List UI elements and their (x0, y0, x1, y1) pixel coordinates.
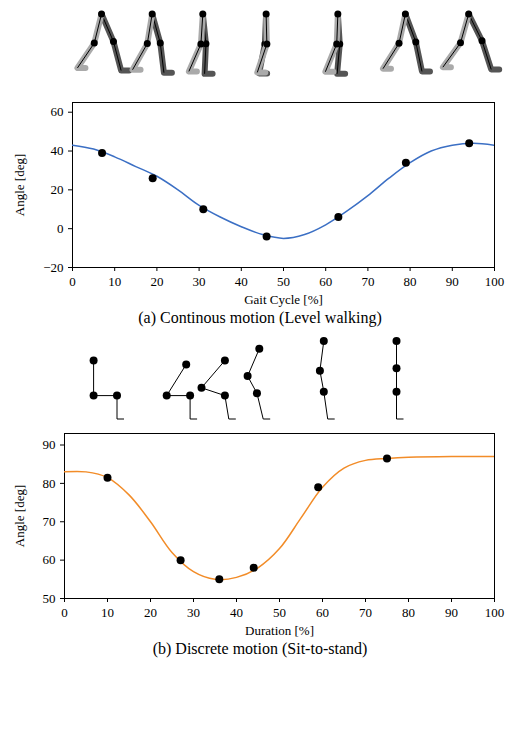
svg-text:60: 60 (51, 104, 64, 119)
svg-text:30: 30 (187, 605, 200, 620)
html-text:(b) Discrete motion (Sit-to-st: (b) Discrete motion (Sit-to-stand) (152, 640, 368, 657)
svg-text:Angle [deg]: Angle [deg] (12, 485, 27, 547)
svg-text:90: 90 (446, 274, 459, 289)
svg-text:Gait Cycle [%]: Gait Cycle [%] (244, 292, 323, 307)
svg-text:50: 50 (43, 591, 56, 606)
svg-text:40: 40 (235, 274, 248, 289)
svg-text:30: 30 (193, 274, 206, 289)
svg-text:Angle [deg]: Angle [deg] (12, 154, 27, 216)
svg-text:50: 50 (277, 274, 290, 289)
svg-text:10: 10 (108, 274, 121, 289)
svg-text:Duration [%]: Duration [%] (245, 623, 314, 638)
svg-text:0: 0 (69, 274, 76, 289)
svg-text:80: 80 (402, 605, 415, 620)
svg-text:70: 70 (359, 605, 372, 620)
svg-text:10: 10 (101, 605, 114, 620)
svg-text:70: 70 (43, 514, 56, 529)
svg-text:60: 60 (316, 605, 329, 620)
svg-text:20: 20 (51, 182, 64, 197)
svg-text:100: 100 (485, 605, 505, 620)
html-text:(a) Continous motion (Level wa: (a) Continous motion (Level walking) (138, 309, 382, 326)
svg-text:80: 80 (43, 476, 56, 491)
svg-text:70: 70 (361, 274, 374, 289)
svg-text:−20: −20 (43, 260, 63, 275)
svg-text:90: 90 (43, 437, 56, 452)
svg-text:60: 60 (43, 552, 56, 567)
svg-text:0: 0 (57, 221, 64, 236)
svg-text:0: 0 (61, 605, 68, 620)
svg-text:40: 40 (51, 143, 64, 158)
svg-text:90: 90 (445, 605, 458, 620)
svg-text:100: 100 (485, 274, 505, 289)
svg-text:50: 50 (273, 605, 286, 620)
svg-text:20: 20 (144, 605, 157, 620)
svg-text:40: 40 (230, 605, 243, 620)
svg-text:20: 20 (150, 274, 163, 289)
svg-text:80: 80 (404, 274, 417, 289)
svg-text:60: 60 (319, 274, 332, 289)
